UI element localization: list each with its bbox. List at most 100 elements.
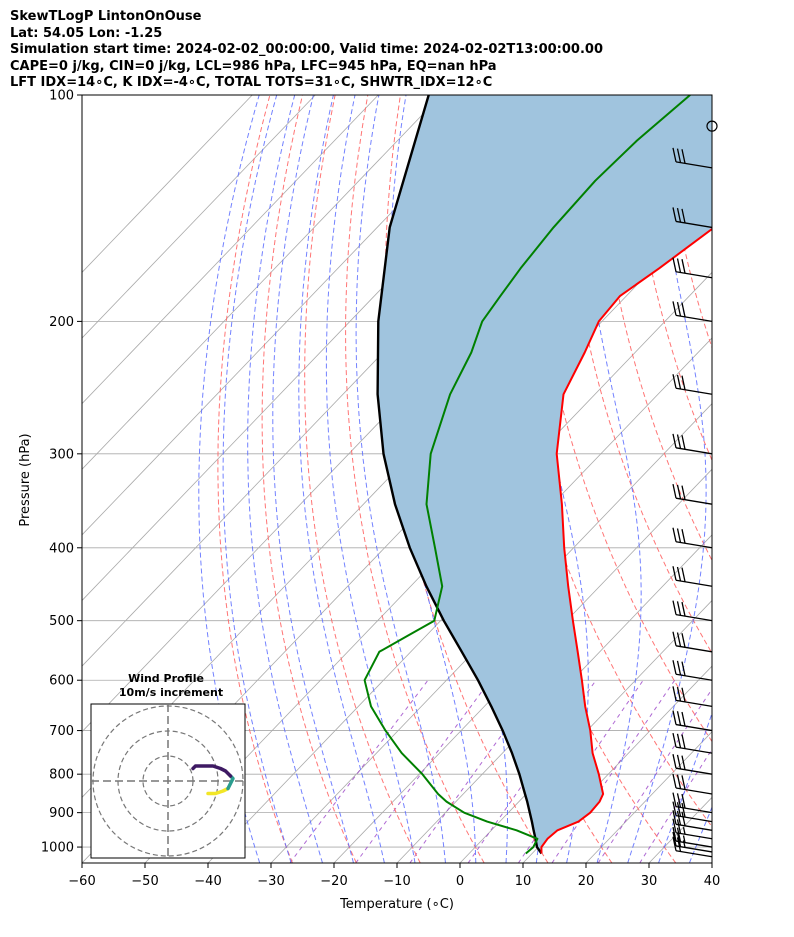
barb-flag [676, 711, 682, 726]
barb-flag [672, 818, 677, 833]
dry-adiabat [628, 95, 712, 462]
isotherm-line [82, 95, 442, 470]
y-tick-label: 500 [49, 614, 74, 629]
hodograph-subtitle: 10m/s increment [119, 686, 223, 699]
barb-flag [672, 826, 677, 842]
barb-flag [676, 754, 682, 770]
barb-staff [675, 614, 713, 622]
barb-flag [681, 435, 686, 450]
barb-flag [672, 527, 677, 542]
wind-barb [672, 484, 713, 505]
barb-staff [675, 840, 713, 848]
isotherm-line [775, 95, 794, 863]
x-tick-label: 10 [515, 874, 532, 889]
barb-staff [675, 497, 713, 505]
isotherm-line [207, 337, 712, 863]
hodograph-trace [191, 764, 233, 778]
barb-flag [676, 148, 682, 163]
x-tick-label: −60 [68, 874, 95, 889]
barb-staff [675, 673, 713, 681]
barb-flag [676, 301, 682, 317]
wind-barb [672, 301, 713, 323]
barb-staff [675, 447, 713, 455]
barb-staff [675, 314, 713, 323]
y-tick-label: 200 [49, 315, 74, 330]
moist-adiabat [627, 95, 707, 863]
barb-flag [676, 660, 682, 676]
barb-half-flag [682, 835, 686, 843]
barb-half-flag [682, 827, 686, 835]
mixing-ratio-line [289, 679, 429, 863]
barb-staff [675, 787, 713, 795]
isotherm-line [270, 403, 712, 863]
barb-flag [681, 802, 686, 818]
figure-header: SkewTLogP LintonOnOuse Lat: 54.05 Lon: -… [10, 9, 780, 92]
wind-barb [672, 710, 713, 732]
barb-staff [675, 806, 713, 814]
barb-staff [675, 220, 713, 229]
barb-flag [681, 793, 686, 809]
y-axis-ticks: 100 200 300 400 500 600 700 800 900 1000 [41, 89, 82, 856]
barb-flag [672, 831, 677, 847]
x-tick-label: −10 [383, 874, 410, 889]
x-tick-label: 40 [704, 874, 721, 889]
x-tick-label: −20 [320, 874, 347, 889]
y-tick-label: 300 [49, 447, 74, 462]
y-tick-label: 1000 [41, 841, 74, 856]
hodograph-trace [206, 786, 230, 796]
barb-staff [675, 271, 713, 279]
isotherm-line [585, 731, 712, 863]
barb-flag [681, 302, 686, 317]
hodograph-plot [91, 704, 245, 858]
barb-flag [681, 375, 686, 390]
wind-barb [672, 631, 713, 653]
y-tick-label: 700 [49, 724, 74, 739]
y-tick-label: 800 [49, 768, 74, 783]
x-tick-label: 20 [578, 874, 595, 889]
cape-shading [377, 95, 712, 854]
barb-flag [681, 687, 686, 702]
barb-flag [672, 810, 677, 825]
barb-flag [681, 633, 686, 648]
dry-adiabat [304, 95, 421, 863]
wind-barb [672, 818, 713, 840]
barb-staff [675, 814, 713, 823]
barb-staff [675, 746, 713, 754]
station-coordinates: Lat: 54.05 Lon: -1.25 [10, 25, 163, 41]
barb-flag [672, 660, 677, 675]
barb-flag [672, 710, 677, 725]
barb-flag [676, 810, 682, 826]
barb-flag [672, 566, 677, 581]
barb-staff [675, 850, 713, 858]
barb-flag [672, 686, 677, 701]
wind-barb [672, 257, 713, 279]
simulation-times: Simulation start time: 2024-02-02_00:00:… [10, 42, 603, 57]
barb-flag [676, 774, 682, 789]
barb-flag [676, 827, 682, 842]
sounding-profiles [363, 95, 712, 855]
barb-staff [675, 645, 713, 653]
barb-flag [681, 734, 686, 749]
barb-staff [675, 832, 713, 840]
y-tick-label: 100 [49, 89, 74, 104]
barb-flag [672, 207, 677, 222]
barb-flag [672, 484, 677, 499]
barb-half-flag [682, 840, 686, 848]
barb-flag [676, 686, 682, 702]
isotherm-line [333, 468, 712, 863]
isotherm-line [711, 862, 712, 863]
station-title: SkewTLogP LintonOnOuse [10, 9, 202, 24]
dry-adiabat [217, 95, 293, 863]
barb-flag [672, 374, 677, 389]
barb-flag [672, 301, 677, 316]
wind-barb [672, 732, 713, 754]
barb-flag [681, 755, 686, 770]
wind-barb [672, 433, 713, 455]
barb-flag [681, 529, 686, 544]
isotherm-line [82, 95, 379, 405]
wind-barb [672, 754, 713, 775]
barb-flag [681, 149, 686, 164]
wind-barb [672, 147, 713, 169]
